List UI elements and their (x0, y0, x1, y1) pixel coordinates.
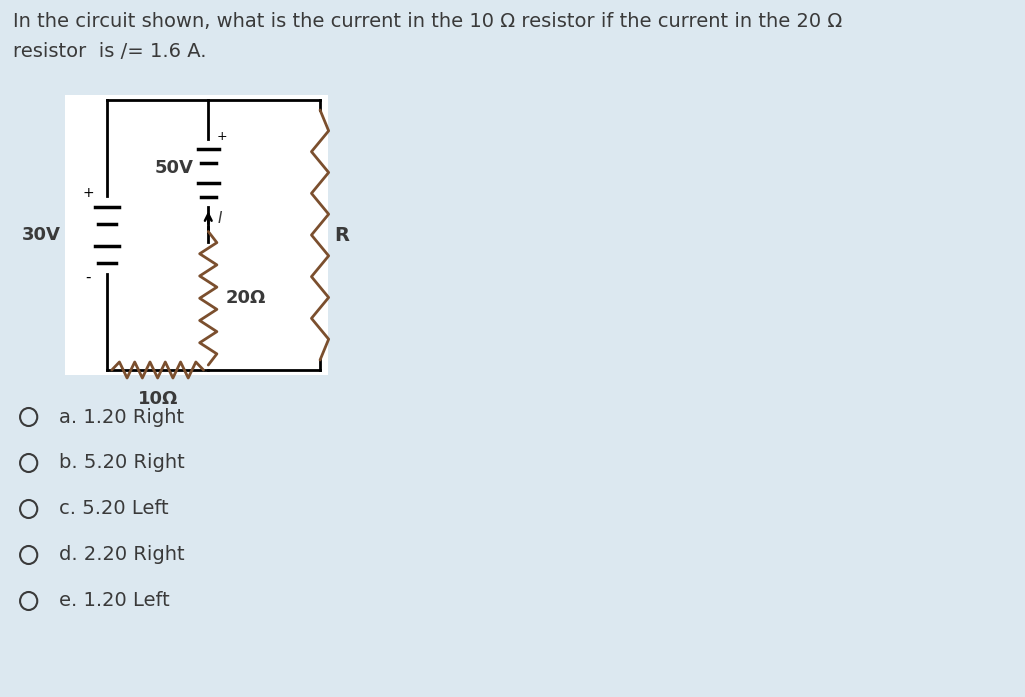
Text: a. 1.20 Right: a. 1.20 Right (59, 408, 184, 427)
Text: In the circuit shown, what is the current in the 10 Ω resistor if the current in: In the circuit shown, what is the curren… (13, 12, 843, 31)
Text: 20Ω: 20Ω (226, 289, 265, 307)
Text: 30V: 30V (23, 226, 61, 244)
Text: +: + (216, 130, 227, 144)
Text: I: I (218, 211, 222, 226)
Text: c. 5.20 Left: c. 5.20 Left (59, 500, 169, 519)
Text: 50V: 50V (155, 159, 194, 177)
FancyBboxPatch shape (65, 95, 328, 375)
Text: 10Ω: 10Ω (137, 390, 177, 408)
Text: e. 1.20 Left: e. 1.20 Left (59, 592, 170, 611)
Text: d. 2.20 Right: d. 2.20 Right (59, 546, 184, 565)
Text: +: + (82, 186, 93, 200)
Text: b. 5.20 Right: b. 5.20 Right (59, 454, 184, 473)
Text: resistor  is /= 1.6 A.: resistor is /= 1.6 A. (13, 42, 207, 61)
Text: -: - (85, 270, 90, 284)
Text: R: R (334, 226, 350, 245)
